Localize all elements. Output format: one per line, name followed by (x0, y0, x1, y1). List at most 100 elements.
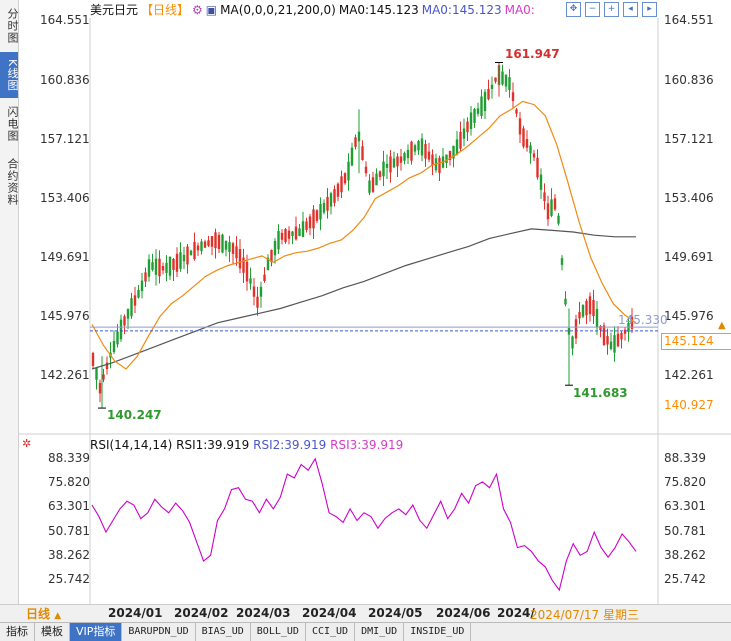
candle-body (105, 362, 109, 370)
period-label[interactable]: 【日线】 (141, 3, 190, 17)
month-label: 2024/ (497, 606, 535, 620)
candle-body (161, 266, 165, 271)
candle-body (273, 240, 277, 256)
candle-body (539, 174, 543, 190)
tab-cci[interactable]: CCI_UD (306, 623, 356, 641)
candle-body (525, 139, 529, 148)
candle-body (504, 74, 508, 87)
rsi-value-3: RSI3:39.919 (330, 438, 404, 452)
candle-body (207, 240, 210, 246)
faint-price-label: 145.330 (618, 313, 668, 327)
candle-body (266, 257, 270, 271)
candle-body (371, 177, 375, 192)
rsi-tick-right: 88.339 (664, 451, 706, 465)
ma-value-2: MA0:145.123 (421, 3, 502, 17)
tab-indicators[interactable]: 指标 (0, 623, 35, 641)
candle-body (336, 183, 340, 197)
candle-body (217, 234, 221, 249)
tab-inside[interactable]: INSIDE_UD (404, 623, 472, 641)
price-tick-right: 164.551 (664, 13, 714, 27)
candle-body (375, 173, 378, 186)
ma-indicator-icon[interactable]: ▣ (205, 3, 218, 17)
ma200-series (91, 228, 636, 370)
candle-body (91, 352, 95, 366)
candle-body (95, 367, 98, 380)
candle-body (315, 210, 319, 221)
candle-body (354, 137, 357, 147)
candle-body (427, 151, 431, 160)
candle-body (144, 272, 147, 282)
period-tab-label: 日线 (26, 607, 51, 621)
rsi-tick-left: 63.301 (48, 499, 90, 513)
tab-templates[interactable]: 模板 (35, 623, 70, 641)
rsi-tick-left: 50.781 (48, 524, 90, 538)
candle-body (158, 258, 161, 277)
settings-icon[interactable]: ⚙ (192, 3, 203, 17)
candle-body (469, 112, 473, 130)
scroll-right-icon[interactable]: ▸ (642, 2, 657, 17)
rsi-series (91, 457, 637, 592)
up-arrow-icon[interactable]: ▲ (718, 320, 726, 331)
month-label: 2024/04 (302, 606, 357, 620)
tab-dmi[interactable]: DMI_UD (355, 623, 405, 641)
rsi-tick-left: 75.820 (48, 475, 90, 489)
candle-body (602, 325, 606, 346)
candle-body (168, 256, 172, 276)
low-label-1: 140.247 (107, 408, 162, 422)
candle-body (511, 92, 515, 102)
side-tab-timeshare[interactable]: 分时图 (6, 8, 19, 44)
candle-body (599, 326, 602, 331)
candle-body (585, 300, 588, 316)
candle-body (130, 298, 133, 317)
candle-body (294, 226, 298, 240)
month-label: 2024/05 (368, 606, 423, 620)
tab-barupdn[interactable]: BARUPDN_UD (122, 623, 196, 641)
candle-body (543, 192, 546, 202)
candle-body (564, 298, 567, 305)
rsi-tick-right: 25.742 (664, 572, 706, 586)
candle-body (147, 259, 151, 277)
candle-body (448, 150, 452, 161)
side-tab-flash[interactable]: 闪电图 (6, 106, 19, 142)
candle-body (623, 329, 627, 334)
rsi-value-2: RSI2:39.919 (253, 438, 327, 452)
candle-body (322, 202, 326, 213)
side-tab-contract[interactable]: 合约资料 (6, 158, 19, 206)
candle-body (308, 216, 312, 229)
candle-body (140, 280, 144, 292)
candle-body (228, 241, 231, 252)
high-label: 161.947 (505, 47, 560, 61)
candle-body (249, 278, 252, 284)
zoom-fit-icon[interactable]: ✥ (566, 2, 581, 17)
candle-body (235, 246, 238, 259)
candle-body (305, 221, 308, 230)
tab-bias[interactable]: BIAS_UD (196, 623, 251, 641)
scroll-left-icon[interactable]: ◂ (623, 2, 638, 17)
rsi-settings: RSI(14,14,14) (90, 438, 173, 452)
tab-vip-indicators[interactable]: VIP指标 (70, 623, 123, 641)
candle-body (378, 171, 382, 177)
candle-body (102, 374, 105, 380)
candle-body (515, 109, 518, 114)
zoom-in-icon[interactable]: + (604, 2, 619, 17)
candle-body (459, 131, 462, 149)
candle-body (238, 249, 242, 269)
candle-body (287, 230, 291, 239)
tab-boll[interactable]: BOLL_UD (251, 623, 306, 641)
zoom-out-icon[interactable]: − (585, 2, 600, 17)
period-tab[interactable]: 日线 ▲ (26, 605, 61, 623)
ma21-series (91, 100, 637, 370)
low-axis-label: 140.927 (664, 398, 714, 412)
price-chart[interactable] (0, 0, 731, 604)
price-tick-right: 160.836 (664, 73, 714, 87)
candle-body (396, 156, 399, 167)
rsi-value-1: RSI1:39.919 (176, 438, 250, 452)
ma-value-1: MA0:145.123 (338, 3, 419, 17)
rsi-crosshair-icon[interactable]: ✲ (22, 437, 32, 450)
candle-body (340, 176, 343, 193)
side-tab-kline[interactable]: K线图 (0, 52, 19, 98)
candle-body (403, 152, 406, 161)
candle-body (179, 252, 182, 269)
candle-body (560, 258, 564, 265)
candle-body (333, 189, 336, 203)
